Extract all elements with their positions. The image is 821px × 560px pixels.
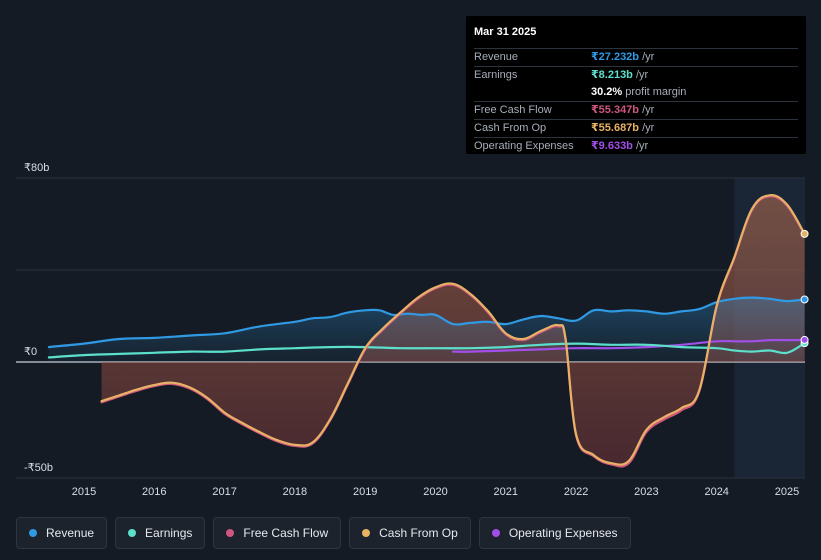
revenue-line — [47, 296, 806, 349]
tooltip-value: ₹8.213b — [591, 69, 633, 81]
x-tick-label: 2016 — [142, 486, 166, 498]
series-lines — [47, 194, 806, 468]
tooltip-unit: /yr — [639, 122, 655, 134]
tooltip-unit: /yr — [632, 140, 649, 152]
legend-label: Earnings — [145, 526, 193, 540]
x-tick-label: 2025 — [775, 486, 799, 498]
tooltip-label: Cash From Op — [474, 122, 547, 134]
legend-dot — [362, 529, 371, 537]
legend-label: Cash From Op — [379, 526, 458, 540]
series-areas — [48, 195, 805, 467]
x-tick-label: 2023 — [634, 486, 658, 498]
tooltip-unit: profit margin — [622, 86, 687, 98]
legend-item-revenue[interactable]: Revenue — [16, 517, 108, 549]
chart: ₹80b ₹0 -₹50b 2015 2016 2017 2018 2019 2020 2021… — [16, 162, 809, 498]
legend-label: Free Cash Flow — [243, 526, 329, 540]
tooltip-value: ₹55.347b — [591, 104, 640, 116]
x-axis-labels: 2015 2016 2017 2018 2019 2020 2021 2022 2023 2024… — [72, 486, 799, 498]
legend-dot — [29, 529, 37, 537]
tooltip-unit: /yr — [639, 51, 655, 63]
tooltip-label: Revenue — [474, 51, 519, 63]
legend-item-cash-from-op[interactable]: Cash From Op — [349, 517, 471, 549]
tooltip-value: ₹9.633b — [591, 140, 633, 152]
legend-dot — [226, 529, 235, 537]
legend-label: Operating Expenses — [508, 526, 618, 540]
x-tick-label: 2018 — [283, 486, 307, 498]
series-end-markers — [800, 229, 809, 348]
tooltip-row-cfo: Cash From Op ₹55.687b /yr — [474, 119, 798, 137]
x-tick-label: 2022 — [564, 486, 588, 498]
legend-label: Revenue — [46, 526, 95, 540]
tooltip-value: ₹27.232b — [591, 51, 640, 63]
y-tick-label: ₹0 — [24, 346, 37, 358]
y-axis-labels: ₹80b ₹0 -₹50b — [24, 162, 53, 474]
x-tick-label: 2021 — [494, 486, 518, 498]
tooltip-row-fcf: Free Cash Flow ₹55.347b /yr — [474, 101, 798, 119]
legend-dot — [128, 529, 137, 537]
tooltip-label: Free Cash Flow — [474, 104, 552, 116]
x-tick-label: 2020 — [423, 486, 447, 498]
x-tick-label: 2017 — [212, 486, 236, 498]
tooltip-row-opex: Operating Expenses ₹9.633b /yr — [474, 137, 798, 155]
cash-from-op-end-marker — [800, 229, 809, 238]
x-tick-label: 2015 — [72, 486, 96, 498]
tooltip-row-revenue: Revenue ₹27.232b /yr — [474, 48, 798, 66]
operating-expenses-end-marker — [800, 335, 809, 344]
tooltip-value: 30.2% — [591, 86, 623, 98]
earnings-line — [47, 342, 806, 359]
legend: Revenue Earnings Free Cash Flow Cash Fro… — [16, 517, 631, 549]
legend-item-free-cash-flow[interactable]: Free Cash Flow — [213, 517, 342, 549]
tooltip-label: Earnings — [474, 69, 518, 81]
tooltip-label: Operating Expenses — [474, 140, 574, 152]
tooltip-row-margin: 30.2% profit margin — [474, 84, 798, 101]
tooltip-panel: Mar 31 2025 Revenue ₹27.232b /yr Earning… — [466, 16, 806, 154]
tooltip-value: ₹55.687b — [591, 122, 640, 134]
x-tick-label: 2019 — [353, 486, 377, 498]
y-tick-label: ₹80b — [24, 162, 49, 174]
legend-dot — [491, 529, 500, 537]
x-tick-label: 2024 — [704, 486, 728, 498]
legend-item-operating-expenses[interactable]: Operating Expenses — [478, 517, 631, 549]
tooltip-label — [474, 84, 591, 101]
tooltip-row-earnings: Earnings ₹8.213b /yr — [474, 66, 798, 84]
tooltip-date: Mar 31 2025 — [474, 26, 537, 38]
tooltip-unit: /yr — [632, 69, 649, 81]
revenue-end-marker — [800, 295, 809, 304]
y-tick-label: -₹50b — [24, 462, 53, 474]
legend-item-earnings[interactable]: Earnings — [115, 517, 206, 549]
tooltip-unit: /yr — [639, 104, 655, 116]
cash-from-op-line — [100, 194, 806, 466]
